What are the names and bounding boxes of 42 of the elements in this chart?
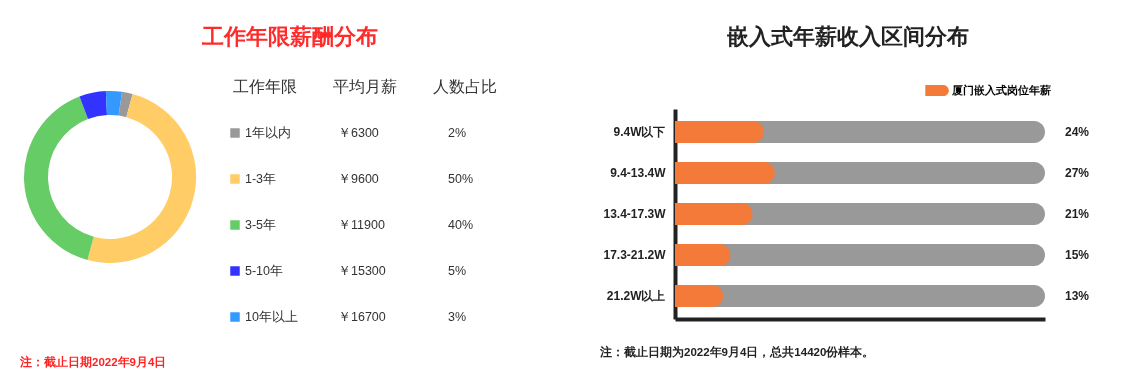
donut-slice [87, 94, 196, 264]
y-tick-label: 13.4-17.3W [603, 207, 667, 221]
legend-label: 1年以内 [245, 126, 291, 140]
y-tick-label: 9.4W以下 [613, 124, 666, 139]
data-label: 3% [448, 310, 467, 324]
text: ￥9600 [338, 172, 379, 186]
chart-title: 嵌入式年薪收入区间分布 [725, 24, 969, 49]
donut-slice [79, 91, 107, 120]
data-label: 21% [1064, 207, 1090, 221]
data-label: 50% [448, 172, 474, 186]
chart-title: 工作年限薪酬分布 [201, 24, 378, 49]
bar [675, 244, 731, 267]
data-label: 40% [448, 218, 474, 232]
donut-slice [118, 91, 133, 118]
data-label: 27% [1064, 165, 1090, 180]
text: ￥11900 [338, 218, 385, 232]
legend-label: 10年以上 [245, 310, 298, 324]
bar [675, 285, 724, 308]
text: ￥16700 [338, 310, 386, 324]
legend-label: 厦门嵌入式岗位年薪 [951, 83, 1051, 97]
donut-slice [105, 91, 122, 116]
text: ￥6300 [338, 126, 379, 140]
bar [675, 120, 764, 143]
data-label: 24% [1064, 124, 1090, 139]
text: ￥15300 [338, 264, 386, 278]
data-label: 13% [1064, 289, 1090, 304]
text: 注：截止日期为2022年9月4日，总共14420份样本。 [599, 345, 875, 359]
y-tick-label: 17.3-21.2W [603, 248, 667, 263]
donut-slice [24, 96, 94, 260]
y-tick-label: 9.4-13.4W [610, 165, 667, 180]
y-tick-label: 21.2W以上 [606, 289, 666, 304]
text: 平均月薪 [333, 78, 397, 95]
legend-label: 1-3年 [245, 172, 277, 186]
text: 注：截止日期2022年9月4日 [19, 355, 167, 368]
text: 人数占比 [433, 78, 497, 95]
legend-label: 5-10年 [245, 264, 284, 278]
data-label: 5% [448, 264, 467, 278]
data-label: 15% [1064, 248, 1090, 263]
bar [675, 203, 753, 225]
legend-title: 工作年限 [233, 78, 297, 95]
data-label: 2% [448, 126, 467, 140]
legend-label: 3-5年 [245, 218, 277, 232]
